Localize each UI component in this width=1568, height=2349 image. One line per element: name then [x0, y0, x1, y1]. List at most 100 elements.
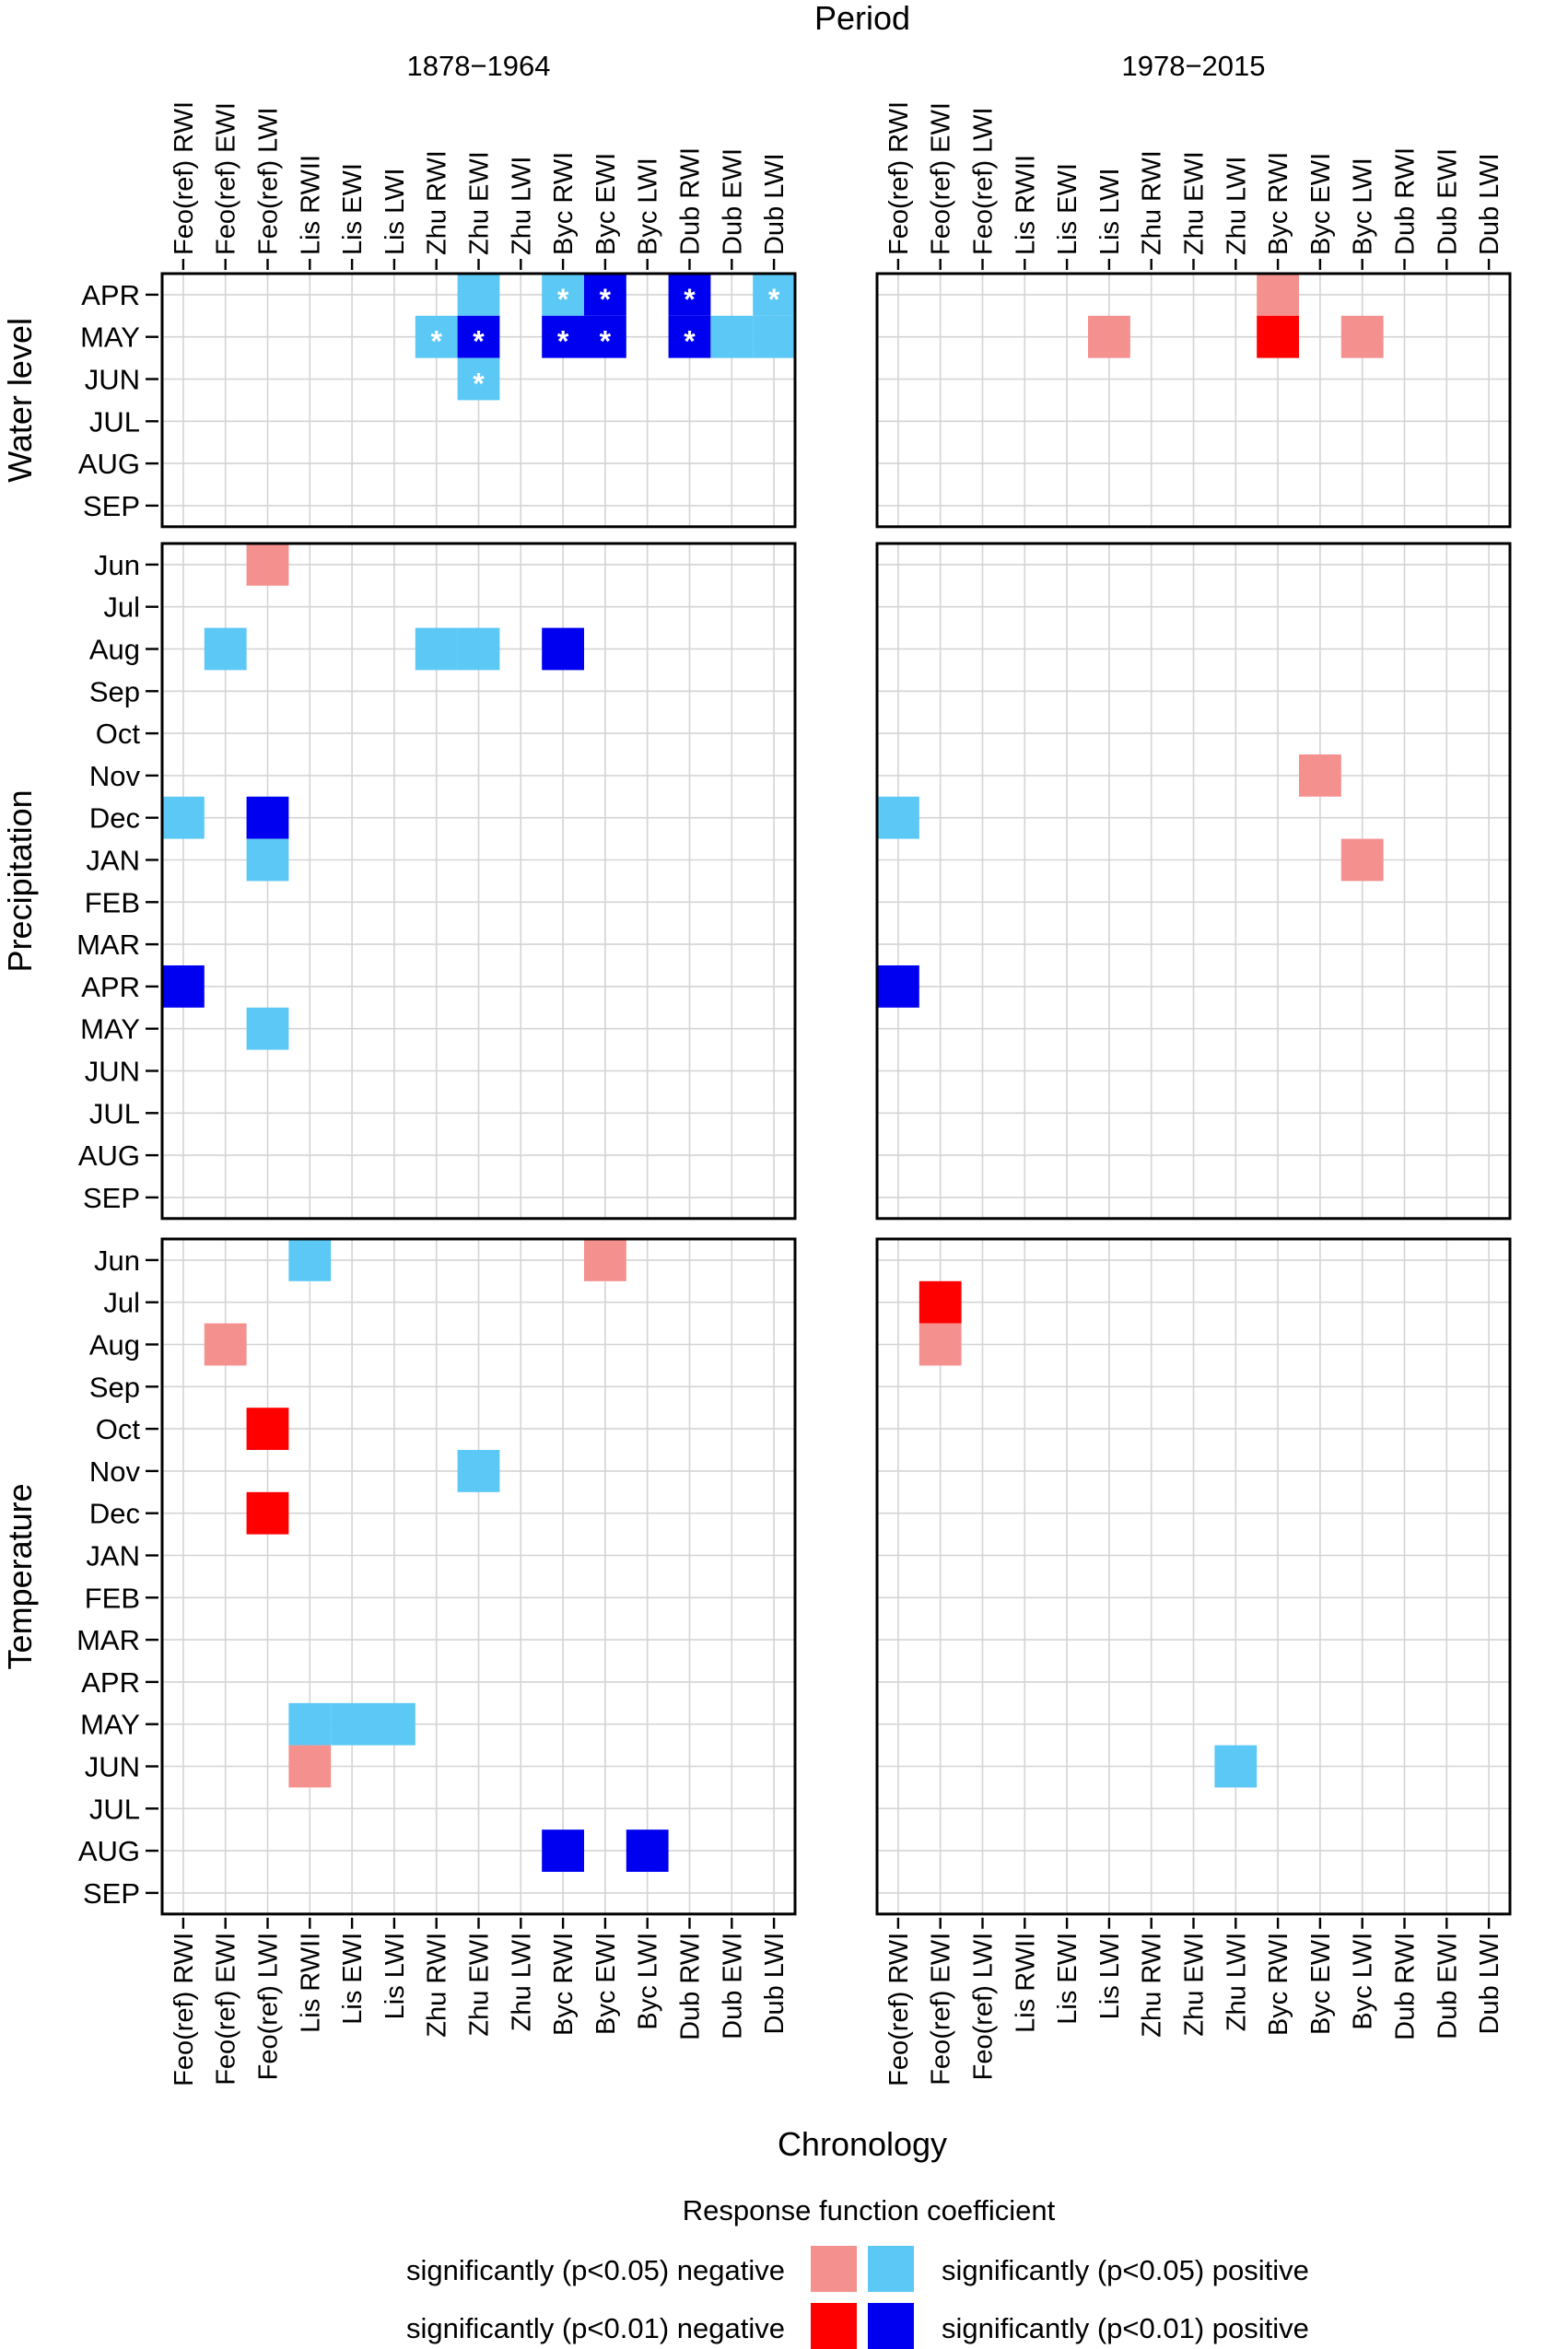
- row-label-temperature-oct: Oct: [96, 1413, 141, 1445]
- significance-star: *: [473, 325, 485, 358]
- cell-precipitation-aug-byc-rwi: [542, 627, 584, 671]
- cell-water-level-may-byc-ewi: [584, 315, 626, 358]
- cell-temperature-jun-byc-ewi: [584, 1239, 626, 1281]
- legend-swatch-pos01: [868, 2303, 914, 2349]
- cell-water-level-apr-byc-rwi: [1257, 274, 1299, 316]
- column-label-top-dub-lwi: Dub LWI: [760, 153, 790, 255]
- row-label-precipitation-oct: Oct: [96, 718, 141, 750]
- cell-water-level-may-byc-rwi: [1257, 315, 1299, 358]
- cell-precipitation-jun-feo-ref-lwi: [246, 543, 289, 586]
- column-label-bottom-feo-ref-ewi: Feo(ref) EWI: [927, 1933, 956, 2086]
- cell-precipitation-nov-byc-ewi: [1299, 754, 1341, 797]
- significance-star: *: [600, 325, 612, 358]
- panel-border: [160, 272, 797, 529]
- cell-precipitation-may-feo-ref-lwi: [246, 1007, 289, 1050]
- column-label-bottom-feo-ref-rwi: Feo(ref) RWI: [884, 1933, 914, 2086]
- significance-star: *: [768, 283, 780, 316]
- cell-water-level-may-dub-rwi: [668, 315, 711, 358]
- cell-precipitation-apr-feo-ref-rwi: [877, 965, 919, 1008]
- cell-temperature-may-lis-rwii: [288, 1702, 332, 1746]
- cell-water-level-may-dub-ewi: [710, 315, 754, 358]
- panel-border: [875, 1237, 1512, 1916]
- cell-water-level-apr-dub-lwi: [753, 274, 795, 316]
- legend-label-neg05: significantly (p<0.05) negative: [406, 2254, 785, 2286]
- column-label-bottom-zhu-ewi: Zhu EWI: [465, 1933, 495, 2037]
- column-label-bottom-dub-ewi: Dub EWI: [718, 1933, 747, 2039]
- legend-swatch-neg01: [811, 2303, 857, 2349]
- row-label-water-level-apr: APR: [81, 279, 140, 311]
- cell-water-level-may-byc-rwi: [542, 315, 584, 358]
- panel-precipitation-1: [875, 542, 1512, 1221]
- row-label-temperature-jun: JUN: [85, 1751, 140, 1783]
- significance-star: *: [557, 325, 569, 358]
- row-label-temperature-may: MAY: [80, 1709, 140, 1741]
- cell-precipitation-dec-feo-ref-rwi: [162, 796, 205, 839]
- row-label-precipitation-jun: Jun: [94, 549, 140, 581]
- cell-temperature-aug-byc-lwi: [626, 1829, 669, 1872]
- significance-star: *: [600, 283, 612, 316]
- cell-water-level-may-zhu-ewi: [457, 315, 500, 358]
- row-label-precipitation-apr: APR: [81, 971, 140, 1003]
- cell-water-level-may-byc-lwi: [1340, 315, 1384, 358]
- row-label-temperature-apr: APR: [81, 1666, 140, 1699]
- row-label-precipitation-aug: Aug: [89, 634, 140, 666]
- column-label-top-byc-lwi: Byc LWI: [634, 158, 663, 255]
- column-label-top-dub-rwi: Dub RWI: [1391, 147, 1421, 255]
- panel-water-level-0: * * * * * * * * * *: [160, 272, 797, 529]
- legend-label-pos05: significantly (p<0.05) positive: [942, 2254, 1309, 2286]
- column-label-bottom-byc-ewi: Byc EWI: [1306, 1933, 1336, 2035]
- column-label-bottom-dub-lwi: Dub LWI: [760, 1933, 790, 2035]
- panel-temperature-0: [160, 1237, 797, 1916]
- row-label-precipitation-aug: AUG: [78, 1139, 140, 1172]
- legend-label-neg01: significantly (p<0.01) negative: [406, 2312, 785, 2344]
- cell-temperature-oct-feo-ref-lwi: [246, 1408, 289, 1450]
- column-label-bottom-lis-rwii: Lis RWII: [1011, 1933, 1040, 2033]
- cell-temperature-jul-feo-ref-ewi: [919, 1280, 962, 1324]
- significance-star: *: [557, 283, 569, 316]
- x-axis-title: Chronology: [778, 2125, 947, 2163]
- column-label-bottom-zhu-lwi: Zhu LWI: [1222, 1933, 1251, 2031]
- cell-temperature-nov-zhu-ewi: [457, 1450, 500, 1492]
- period-label-1: 1978−2015: [1121, 50, 1265, 82]
- cell-precipitation-dec-feo-ref-lwi: [246, 796, 289, 839]
- column-label-top-zhu-rwi: Zhu RWI: [423, 150, 452, 255]
- panel-border: [875, 542, 1512, 1221]
- column-label-top-lis-rwii: Lis RWII: [1011, 155, 1040, 255]
- row-label-precipitation-sep: Sep: [89, 675, 140, 707]
- column-label-bottom-feo-ref-lwi: Feo(ref) LWI: [969, 1933, 999, 2081]
- column-label-bottom-dub-rwi: Dub RWI: [676, 1933, 706, 2040]
- row-label-temperature-aug: AUG: [78, 1835, 140, 1867]
- cell-temperature-jun-lis-rwii: [288, 1239, 332, 1281]
- row-label-temperature-dec: Dec: [89, 1498, 140, 1530]
- panel-precipitation-0: [160, 542, 797, 1221]
- period-label-0: 1878−1964: [406, 50, 550, 82]
- column-label-top-dub-rwi: Dub RWI: [676, 147, 706, 255]
- row-label-temperature-nov: Nov: [89, 1455, 141, 1488]
- row-label-precipitation-feb: FEB: [85, 886, 140, 918]
- column-label-bottom-byc-ewi: Byc EWI: [591, 1933, 621, 2035]
- significance-star: *: [473, 368, 485, 401]
- panel-water-level-1: [875, 272, 1512, 529]
- column-label-bottom-zhu-ewi: Zhu EWI: [1180, 1933, 1210, 2037]
- column-label-top-byc-ewi: Byc EWI: [1306, 153, 1336, 255]
- cell-precipitation-aug-zhu-ewi: [457, 627, 500, 671]
- column-label-top-zhu-rwi: Zhu RWI: [1138, 150, 1167, 255]
- column-label-bottom-byc-lwi: Byc LWI: [1349, 1933, 1378, 2030]
- panel-border: [160, 1237, 797, 1916]
- cell-water-level-may-dub-lwi: [753, 315, 795, 358]
- facet-label-temperature: Temperature: [1, 1483, 39, 1669]
- row-label-temperature-jan: JAN: [86, 1540, 140, 1572]
- column-label-bottom-lis-ewi: Lis EWI: [1053, 1933, 1082, 2025]
- column-label-bottom-byc-lwi: Byc LWI: [634, 1933, 663, 2030]
- cell-precipitation-dec-feo-ref-rwi: [877, 796, 919, 839]
- legend-swatch-neg05: [811, 2246, 857, 2292]
- row-label-temperature-sep: SEP: [83, 1877, 140, 1910]
- column-label-bottom-zhu-rwi: Zhu RWI: [1138, 1933, 1167, 2038]
- cell-water-level-may-zhu-rwi: [415, 315, 458, 358]
- cell-temperature-dec-feo-ref-lwi: [246, 1491, 289, 1535]
- cell-precipitation-jan-byc-lwi: [1340, 838, 1384, 882]
- column-label-top-zhu-ewi: Zhu EWI: [465, 151, 495, 255]
- column-label-top-feo-ref-rwi: Feo(ref) RWI: [884, 101, 914, 255]
- column-label-bottom-zhu-lwi: Zhu LWI: [507, 1933, 536, 2031]
- legend: Response function coefficient significan…: [406, 2194, 1309, 2349]
